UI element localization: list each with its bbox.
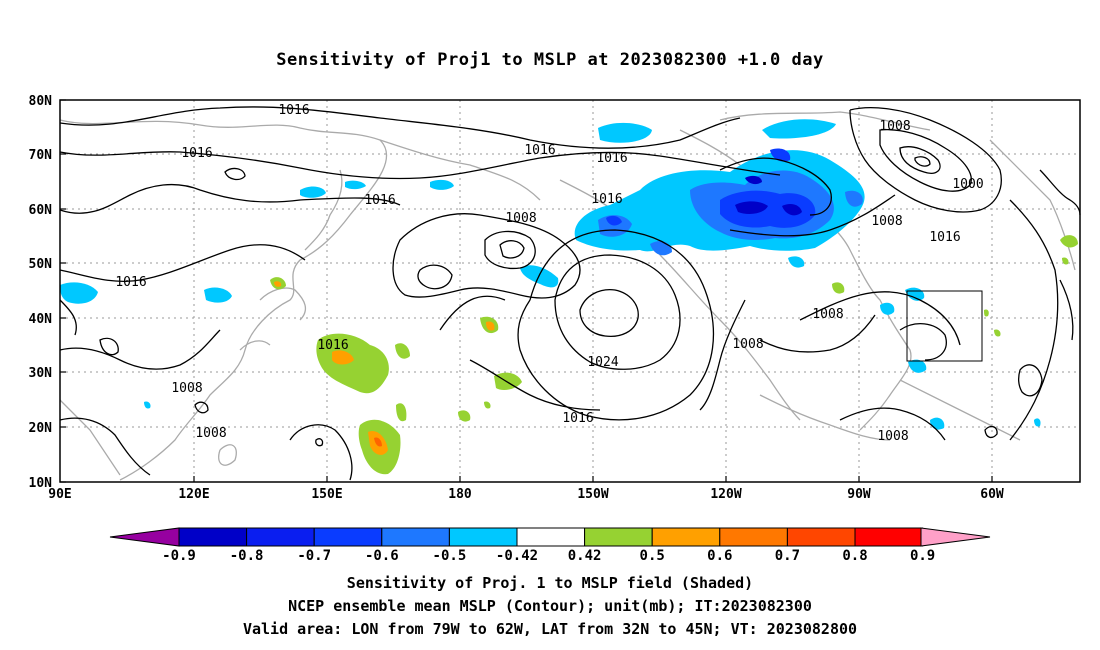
- colorbar-box: [448, 527, 518, 547]
- colorbar-box: [313, 527, 383, 547]
- colorbar-label: 0.42: [568, 548, 602, 564]
- colorbar-box: [584, 527, 653, 547]
- colorbar-label: -0.5: [433, 548, 467, 564]
- colorbar-box: [719, 527, 788, 547]
- contour-label: 1008: [171, 381, 202, 396]
- colorbar-label: -0.42: [496, 548, 538, 564]
- contour-label: 1008: [505, 211, 536, 226]
- contour-label: 1008: [195, 426, 226, 441]
- footer-line-2: NCEP ensemble mean MSLP (Contour); unit(…: [288, 597, 812, 615]
- footer-line-3: Valid area: LON from 79W to 62W, LAT fro…: [242, 620, 858, 638]
- contour-label: 1016: [317, 338, 348, 353]
- colorbar-label: -0.9: [162, 548, 196, 564]
- lon-label: 180: [448, 487, 472, 502]
- contour-label: 1016: [929, 230, 960, 245]
- colorbar-label: 0.7: [775, 548, 800, 564]
- lat-label: 50N: [29, 257, 53, 272]
- lat-label: 40N: [29, 312, 53, 327]
- lat-axis: 80N 70N 60N 50N 40N 30N 20N 10N: [29, 94, 53, 491]
- contour-label: 1016: [562, 411, 593, 426]
- contour-label: 1016: [364, 193, 395, 208]
- contour-label: 1024: [587, 355, 618, 370]
- contour-label-group: 1016 1016 1016 1016 1016 1016 1016 1016 …: [115, 103, 983, 444]
- lon-label: 90E: [48, 487, 71, 502]
- lon-label: 120W: [710, 487, 741, 502]
- axis-ticks: [60, 99, 993, 483]
- colorbar-box: [246, 527, 315, 547]
- valid-area-box: [906, 290, 983, 362]
- lon-axis: 90E 120E 150E 180 150W 120W 90W 60W: [48, 487, 1004, 502]
- lat-label: 30N: [29, 366, 53, 381]
- contour-label: 1016: [591, 192, 622, 207]
- contour-label: 1016: [181, 146, 212, 161]
- contour-label: 1016: [596, 151, 627, 166]
- colorbar-box: [178, 527, 248, 547]
- colorbar-right-arrow: [920, 527, 991, 547]
- colorbar-label: 0.5: [640, 548, 665, 564]
- contour-label: 1016: [278, 103, 309, 118]
- lat-label: 60N: [29, 203, 53, 218]
- colorbar-labels: -0.9 -0.8 -0.7 -0.6 -0.5 -0.42 0.42 0.5 0.6 0.7 0.…: [162, 548, 935, 564]
- colorbar-box: [516, 527, 586, 547]
- colorbar-label: 0.9: [910, 548, 935, 564]
- colorbar-label: -0.7: [297, 548, 331, 564]
- contour-label: 1016: [524, 143, 555, 158]
- lon-label: 90W: [847, 487, 871, 502]
- sensitivity-shading: [60, 119, 1078, 475]
- lat-label: 80N: [29, 94, 53, 109]
- lon-label: 60W: [980, 487, 1004, 502]
- colorbar-box: [651, 527, 721, 547]
- lon-label: 150E: [311, 487, 342, 502]
- colorbar: -0.9 -0.8 -0.7 -0.6 -0.5 -0.42 0.42 0.5 0.6 0.7 0.…: [109, 527, 991, 564]
- contour-label: 1008: [812, 307, 843, 322]
- colorbar-label: 0.8: [842, 548, 867, 564]
- colorbar-box: [854, 527, 924, 547]
- lat-label: 10N: [29, 476, 53, 491]
- contour-label: 1008: [879, 119, 910, 134]
- map-panel: 1016 1016 1016 1016 1016 1016 1016 1016 …: [29, 94, 1081, 502]
- contour-label: 1008: [732, 337, 763, 352]
- colorbar-label: 0.6: [707, 548, 732, 564]
- colorbar-left-arrow: [109, 527, 180, 547]
- lon-label: 120E: [178, 487, 209, 502]
- colorbar-boxes: [178, 527, 924, 547]
- lat-label: 70N: [29, 148, 53, 163]
- page-title: Sensitivity of Proj1 to MSLP at 20230823…: [276, 50, 824, 70]
- map-frame: [59, 99, 1081, 483]
- contour-label: 1000: [952, 177, 983, 192]
- contour-label: 1008: [871, 214, 902, 229]
- mslp-contours: [59, 106, 1081, 481]
- colorbar-label: -0.6: [365, 548, 399, 564]
- footer-line-1: Sensitivity of Proj. 1 to MSLP field (Sh…: [346, 574, 754, 592]
- lon-label: 150W: [577, 487, 608, 502]
- colorbar-box: [786, 527, 856, 547]
- contour-label: 1008: [877, 429, 908, 444]
- contour-label: 1016: [115, 275, 146, 290]
- lat-label: 20N: [29, 421, 53, 436]
- colorbar-label: -0.8: [230, 548, 264, 564]
- colorbar-box: [381, 527, 450, 547]
